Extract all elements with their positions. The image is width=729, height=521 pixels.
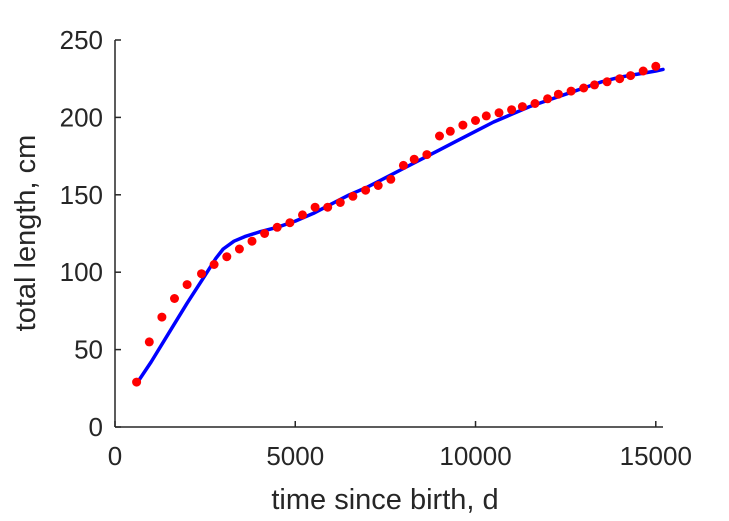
x-tick-label: 15000: [620, 441, 692, 471]
data-point: [409, 154, 419, 164]
data-point: [323, 202, 333, 212]
y-tick-label: 200: [60, 102, 103, 132]
x-tick-label: 5000: [266, 441, 324, 471]
data-point: [361, 185, 371, 195]
data-point: [335, 198, 345, 207]
data-point: [517, 102, 527, 112]
x-tick-label: 0: [108, 441, 122, 471]
data-point: [458, 120, 468, 130]
data-point: [638, 66, 648, 76]
data-point: [422, 150, 432, 160]
data-point: [209, 260, 219, 269]
data-point: [494, 108, 504, 118]
data-point: [579, 83, 589, 93]
data-point: [481, 111, 491, 121]
data-point: [348, 191, 358, 201]
data-point: [386, 174, 396, 184]
y-tick-label: 0: [89, 412, 103, 442]
data-point: [398, 160, 408, 170]
data-point: [234, 244, 244, 254]
data-point: [222, 252, 232, 262]
data-point: [157, 312, 167, 322]
data-point: [530, 99, 540, 108]
y-axis-label: total length, cm: [10, 135, 42, 332]
axes: [114, 40, 663, 428]
data-point: [543, 94, 553, 104]
data-point: [626, 71, 636, 81]
data-point: [445, 126, 455, 136]
data-point: [590, 80, 599, 90]
y-tick-label: 100: [60, 257, 103, 287]
x-axis-label: time since birth, d: [271, 484, 498, 516]
y-tick-label: 250: [60, 25, 103, 55]
y-tick-label: 50: [74, 335, 103, 365]
data-point: [435, 131, 444, 141]
data-point: [247, 236, 257, 246]
data-point: [170, 294, 179, 303]
data-point: [471, 116, 480, 125]
data-point: [553, 89, 563, 99]
x-tick-label: 10000: [439, 441, 511, 471]
data-point: [144, 337, 154, 347]
fit-curve-layer: [134, 67, 665, 386]
data-point: [310, 202, 320, 212]
data-point: [132, 377, 142, 387]
y-tick-label: 150: [60, 180, 103, 210]
data-point: [615, 74, 625, 84]
data-point: [373, 181, 383, 190]
data-point: [298, 210, 307, 220]
data-point: [197, 269, 206, 279]
data-point: [566, 86, 576, 96]
data-point: [272, 222, 282, 232]
data-point: [651, 61, 661, 71]
fit-curve: [134, 67, 665, 386]
data-point: [260, 229, 270, 238]
data-point: [507, 105, 517, 115]
data-point: [602, 77, 612, 87]
ticks: 0 5000 10000 15000 0 50 100 150 200 250: [60, 25, 692, 471]
data-point: [182, 280, 192, 290]
data-point: [285, 218, 295, 228]
data-points-layer: [132, 61, 661, 387]
